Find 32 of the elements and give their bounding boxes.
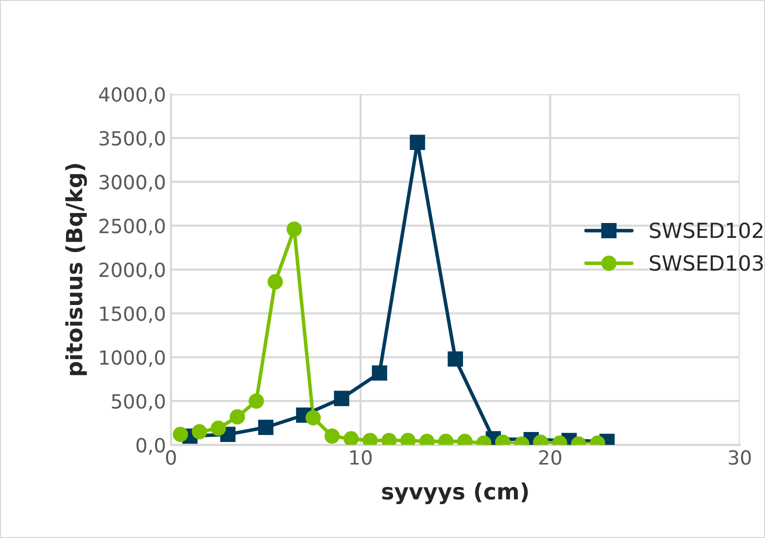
- point: [410, 134, 426, 150]
- y-tick-label: 3500,0: [100, 130, 165, 148]
- y-tick-label: 1000,0: [100, 350, 165, 367]
- x-tick-label: 20: [539, 450, 562, 465]
- x-axis-title: syvyys (cm): [382, 482, 528, 504]
- point: [343, 431, 359, 445]
- y-tick-label: 2000,0: [100, 262, 165, 280]
- legend-label: SWSED102: [650, 222, 762, 238]
- x-tick-label: 10: [350, 450, 372, 465]
- point: [258, 420, 274, 436]
- point: [372, 365, 388, 381]
- point: [230, 409, 245, 425]
- point: [268, 274, 283, 290]
- y-tick-label: 3000,0: [100, 174, 165, 192]
- y-tick-label: 2500,0: [100, 218, 165, 236]
- point: [286, 222, 302, 237]
- point: [192, 424, 208, 440]
- point: [172, 426, 188, 442]
- y-tick-label: 500,0: [112, 394, 165, 411]
- point: [334, 390, 350, 406]
- point: [210, 420, 226, 436]
- y-axis-title: pitoisuus (Bq/kg): [65, 164, 87, 376]
- x-tick-label: 30: [728, 450, 751, 465]
- point: [248, 393, 264, 409]
- y-tick-label: 4000,0: [99, 87, 165, 104]
- legend-label: SWSED103: [650, 255, 763, 271]
- point: [306, 410, 321, 426]
- y-tick-label: 1500,0: [100, 306, 165, 324]
- point: [448, 351, 464, 367]
- point: [324, 428, 340, 444]
- x-tick-label: 0: [166, 450, 176, 465]
- y-tick-label: 0,0: [136, 438, 165, 455]
